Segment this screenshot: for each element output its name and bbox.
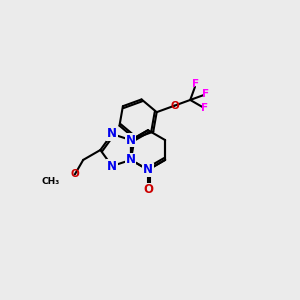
- Text: CH₃: CH₃: [42, 177, 60, 186]
- Text: F: F: [201, 103, 208, 113]
- Text: N: N: [126, 134, 136, 147]
- Text: N: N: [126, 153, 136, 167]
- Text: N: N: [107, 160, 117, 172]
- Text: N: N: [107, 128, 117, 140]
- Text: N: N: [126, 153, 136, 167]
- Text: N: N: [143, 163, 153, 176]
- Text: O: O: [170, 101, 179, 111]
- Text: O: O: [143, 183, 153, 196]
- Text: F: F: [192, 79, 200, 89]
- Text: F: F: [202, 89, 210, 99]
- Text: O: O: [70, 169, 79, 179]
